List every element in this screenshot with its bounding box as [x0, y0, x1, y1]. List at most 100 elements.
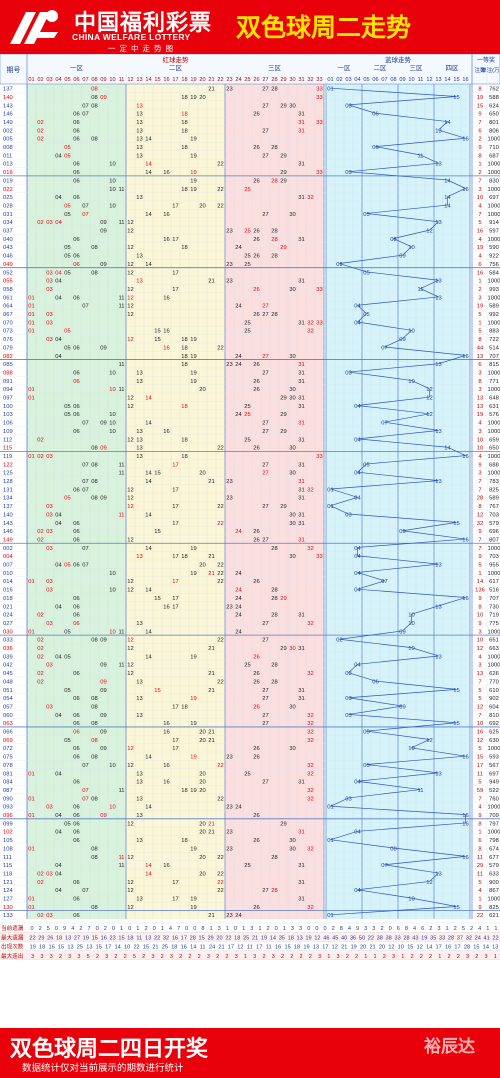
red-ball: 31: [298, 396, 304, 402]
issue-number: 076: [3, 337, 13, 343]
blue-ball: 04: [354, 546, 361, 552]
stats-value: 2: [262, 954, 265, 960]
draw-schedule-title: 双色球周二四日开奖: [10, 1037, 209, 1062]
red-ball: 17: [172, 746, 178, 752]
prize-count: 10: [477, 613, 483, 619]
red-ball: 08: [91, 796, 97, 802]
stats-value: 12: [332, 945, 338, 951]
stats-value: 13: [145, 935, 151, 941]
blue-ball: 03: [345, 370, 351, 376]
red-ball: 28: [271, 229, 277, 235]
stats-value: 19: [303, 945, 309, 951]
issue-number: 134: [3, 496, 13, 502]
prize-amount: 514: [489, 345, 499, 351]
issue-number: 049: [3, 262, 13, 268]
prize-count: 4: [478, 654, 482, 660]
red-ball: 07: [82, 304, 88, 310]
prize-count: 19: [477, 304, 483, 310]
stats-value: 25: [243, 935, 249, 941]
red-ball: 21: [208, 830, 214, 836]
red-ball: 14: [145, 629, 152, 635]
red-ball: 27: [262, 103, 268, 109]
red-ball: 13: [136, 254, 142, 260]
red-ball: 18: [181, 788, 187, 794]
prize-amount: 1000: [488, 429, 500, 435]
red-ball: 33: [316, 554, 322, 560]
prize-amount: 1000: [488, 421, 500, 427]
stats-value: 26: [47, 935, 53, 941]
red-ball: 25: [244, 329, 250, 335]
red-ball: 20: [199, 203, 205, 209]
red-ball: 09: [100, 638, 106, 644]
blue-number-header: 16: [462, 77, 468, 83]
red-ball: 14: [145, 212, 152, 218]
red-ball: 31: [298, 521, 304, 527]
red-ball: 12: [127, 245, 133, 251]
red-ball: 19: [190, 897, 196, 903]
red-zone-header: 二区: [169, 64, 183, 72]
prize-amount: 767: [489, 504, 499, 510]
prize-count: 15: [477, 755, 483, 761]
blue-number-header: 09: [399, 77, 405, 83]
red-ball: 01: [28, 295, 34, 301]
red-ball: 23: [226, 479, 232, 485]
blue-ball: 10: [408, 646, 414, 652]
prize-count: 5: [478, 780, 481, 786]
red-ball: 04: [55, 220, 62, 226]
red-ball: 13: [136, 112, 142, 118]
red-ball: 24: [235, 613, 242, 619]
red-ball: 32: [307, 721, 313, 727]
prize-header: 一等奖: [477, 56, 495, 64]
prize-amount: 815: [489, 362, 499, 368]
blue-ball: 03: [345, 103, 351, 109]
blue-ball: 15: [453, 95, 459, 101]
red-ball: 29: [280, 429, 286, 435]
issue-number: 097: [3, 396, 13, 402]
blue-number-header: 02: [336, 77, 342, 83]
red-ball: 07: [82, 546, 88, 552]
blue-ball: 13: [435, 162, 441, 168]
red-ball: 06: [73, 746, 79, 752]
stats-value: 21: [218, 945, 224, 951]
red-ball: 14: [145, 654, 152, 660]
prize-count: 16: [477, 730, 483, 736]
red-ball: 14: [145, 871, 152, 877]
red-ball: 10: [109, 187, 115, 193]
red-ball: 18: [181, 95, 187, 101]
red-ball: 14: [145, 588, 152, 594]
red-ball: 01: [28, 320, 34, 326]
red-ball: 12: [127, 638, 133, 644]
stats-value: 2: [290, 954, 293, 960]
red-ball: 26: [253, 813, 259, 819]
stats-value: 2: [429, 926, 432, 932]
stats-value: 1: [210, 926, 213, 932]
red-ball: 13: [136, 279, 142, 285]
blue-zone-header: 一区: [338, 64, 352, 72]
red-ball: 06: [73, 913, 79, 919]
red-ball: 26: [253, 905, 259, 911]
stats-label: 最大遗漏: [1, 933, 24, 941]
stats-value: 17: [454, 945, 460, 951]
stats-value: 2: [267, 926, 270, 932]
issue-number: 042: [3, 663, 13, 669]
prize-count: 13: [477, 671, 483, 677]
red-ball: 30: [289, 212, 295, 218]
blue-ball: 16: [462, 755, 468, 761]
red-ball: 07: [82, 103, 88, 109]
prize-amount: 806: [489, 128, 499, 134]
issue-number: 066: [3, 730, 13, 736]
stats-value: 22: [368, 935, 374, 941]
red-ball: 17: [172, 554, 178, 560]
red-ball: 28: [271, 237, 277, 243]
red-ball: 06: [73, 379, 79, 385]
stats-value: 0: [31, 926, 34, 932]
prize-count: 9: [478, 145, 481, 151]
prize-amount: 617: [489, 579, 499, 585]
prize-amount: 798: [489, 838, 499, 844]
red-ball: 24: [235, 596, 242, 602]
blue-trend-line: [329, 87, 467, 916]
stats-value: 1: [283, 926, 286, 932]
red-ball: 17: [172, 203, 178, 209]
issue-number: 061: [3, 295, 13, 301]
red-ball: 03: [46, 504, 52, 510]
